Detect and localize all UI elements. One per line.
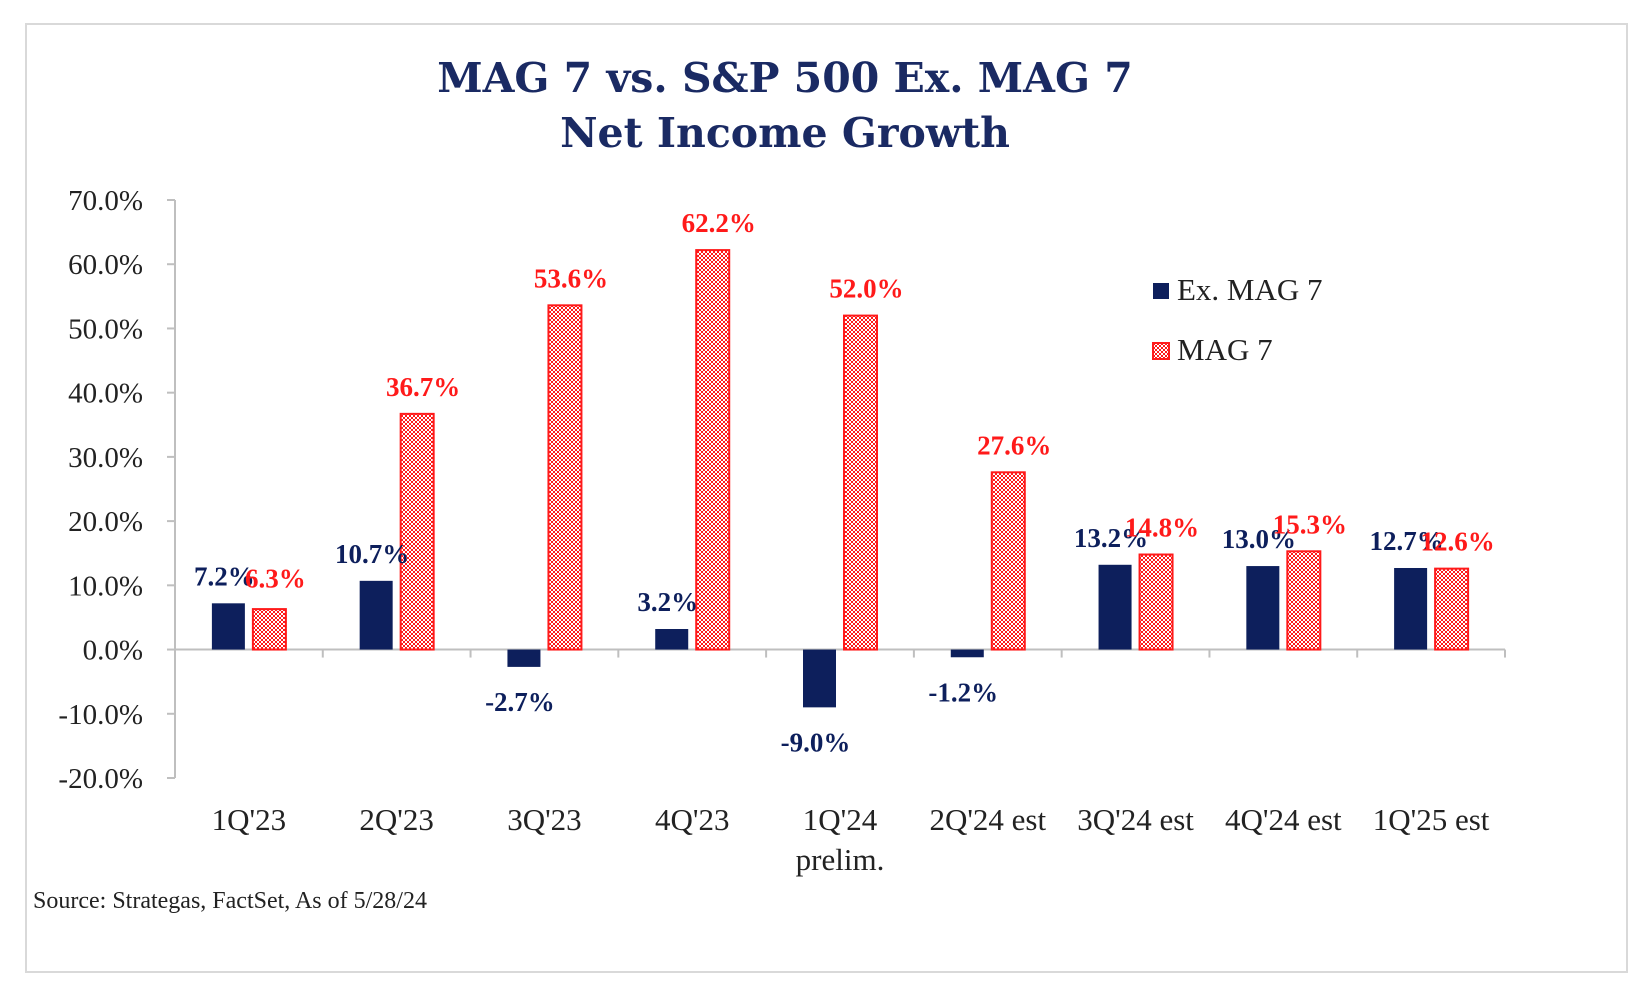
bar-ex-mag7	[1098, 564, 1132, 650]
bar-ex-mag7	[1246, 566, 1280, 650]
bar-ex-mag7	[950, 649, 984, 658]
bar-ex-mag7	[803, 649, 836, 708]
y-tick-label: 30.0%	[68, 442, 143, 474]
legend-label-mag7: MAG 7	[1177, 332, 1273, 367]
y-tick-label: 60.0%	[68, 249, 143, 281]
bar-mag7	[695, 249, 731, 651]
data-label-mag7: 12.6%	[1420, 527, 1494, 557]
data-label-ex-mag7: 12.7%	[1369, 526, 1443, 556]
x-category-label: 2Q'23	[359, 802, 433, 837]
x-category-label: prelim.	[796, 842, 885, 877]
data-label-ex-mag7: -2.7%	[485, 687, 555, 717]
x-category-label: 4Q'23	[655, 802, 729, 837]
y-tick-label: 70.0%	[68, 185, 143, 217]
bar-mag7	[843, 314, 878, 651]
chart-title-line-2: Net Income Growth	[560, 109, 1010, 157]
x-category-label: 2Q'24 est	[929, 802, 1046, 837]
data-label-mag7: 36.7%	[386, 372, 460, 402]
data-label-mag7: 6.3%	[245, 563, 306, 593]
legend-label-ex-mag7: Ex. MAG 7	[1177, 272, 1323, 307]
bar-mag7	[1434, 567, 1470, 651]
axes: 70.0% 60.0% 50.0% 40.0% 30.0% 20.0% 10.0% 0.0% -…	[58, 185, 1506, 877]
y-tick-label: -20.0%	[58, 763, 143, 795]
data-label-ex-mag7: -1.2%	[928, 677, 998, 707]
data-label-mag7: 62.2%	[682, 208, 756, 238]
data-label-mag7: 53.6%	[534, 263, 608, 293]
bar-mag7	[399, 412, 435, 651]
bar-ex-mag7	[211, 603, 245, 650]
y-tick-label: 40.0%	[68, 378, 143, 410]
x-category-label: 1Q'25 est	[1373, 802, 1490, 837]
data-label-ex-mag7: -9.0%	[781, 727, 851, 757]
bars	[211, 249, 1470, 708]
x-category-label: 1Q'23	[212, 802, 286, 837]
y-tick-label: 0.0%	[83, 635, 143, 667]
x-category-label: 4Q'24 est	[1225, 802, 1342, 837]
source-note: Source: Strategas, FactSet, As of 5/28/2…	[33, 888, 427, 914]
data-labels: 7.2%6.3% 10.7% 36.7% -2.7% 53.6% 3.2% 62.2% -9.…	[194, 208, 1495, 757]
data-label-mag7: 14.8%	[1125, 513, 1199, 543]
data-label-mag7: 52.0%	[829, 274, 903, 304]
bar-mag7	[1138, 553, 1174, 651]
bar-ex-mag7	[1394, 567, 1428, 650]
data-label-ex-mag7: 3.2%	[637, 587, 698, 617]
data-label-mag7: 27.6%	[977, 430, 1051, 460]
legend-swatch-mag7	[1152, 342, 1170, 360]
bar-ex-mag7	[359, 580, 393, 650]
bar-mag7	[547, 304, 583, 651]
chart-frame: MAG 7 vs. S&P 500 Ex. MAG 7 Net Income G…	[25, 23, 1628, 973]
bar-ex-mag7	[655, 629, 689, 650]
bar-mag7	[990, 471, 1026, 651]
data-label-ex-mag7: 7.2%	[194, 561, 255, 591]
y-tick-label: 20.0%	[68, 506, 143, 538]
bar-mag7	[1286, 550, 1322, 651]
data-label-mag7: 15.3%	[1273, 509, 1347, 539]
x-category-label: 3Q'24 est	[1077, 802, 1194, 837]
x-category-label: 1Q'24	[803, 802, 878, 837]
data-label-ex-mag7: 13.2%	[1074, 523, 1148, 553]
legend: Ex. MAG 7 MAG 7	[1152, 272, 1323, 367]
data-label-ex-mag7: 10.7%	[335, 539, 409, 569]
chart-svg: MAG 7 vs. S&P 500 Ex. MAG 7 Net Income G…	[33, 54, 1506, 914]
x-category-label: 3Q'23	[507, 802, 581, 837]
legend-swatch-ex-mag7	[1153, 283, 1169, 299]
chart-title-line-1: MAG 7 vs. S&P 500 Ex. MAG 7	[437, 54, 1133, 102]
bar-mag7	[251, 608, 287, 651]
y-tick-label: 50.0%	[68, 313, 143, 345]
data-label-ex-mag7: 13.0%	[1222, 524, 1296, 554]
bar-ex-mag7	[507, 649, 541, 667]
y-tick-label: 10.0%	[68, 570, 143, 602]
y-tick-label: -10.0%	[58, 699, 143, 731]
